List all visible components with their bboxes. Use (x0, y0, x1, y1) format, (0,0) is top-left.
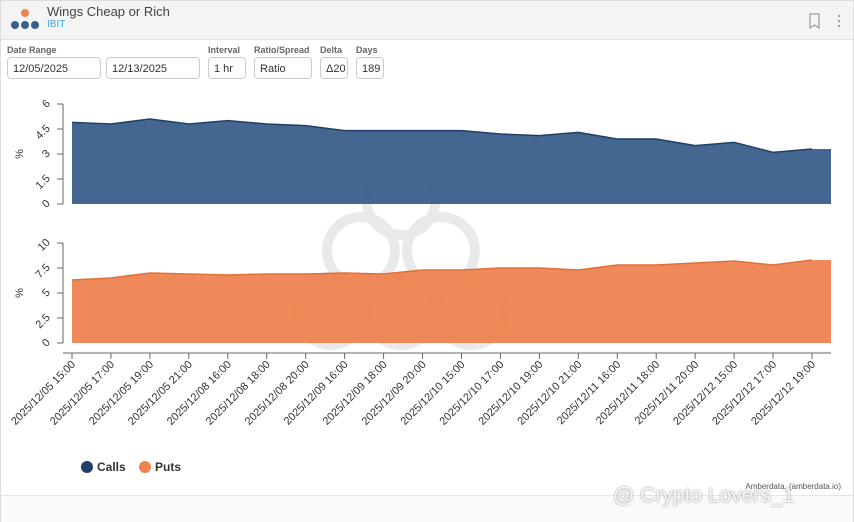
y-axis-title: % (14, 149, 26, 159)
area-fill (72, 260, 831, 343)
legend-swatch (139, 461, 151, 473)
filter-input[interactable]: Ratio (254, 57, 312, 79)
watermark: @ Crypto Lovers_1 (613, 484, 795, 507)
y-axis-title: % (14, 288, 26, 298)
y-tick-label: 4.5 (33, 123, 52, 142)
filter-input[interactable]: 189 (356, 57, 384, 79)
area-line (71, 259, 813, 281)
filter-label: Ratio/Spread (254, 45, 310, 55)
logo (11, 9, 39, 29)
filter-input[interactable]: Δ20 (320, 57, 348, 79)
filter-label: Interval (208, 45, 241, 55)
area-fill (72, 119, 831, 204)
y-tick-label: 2.5 (33, 312, 52, 331)
area-line (71, 118, 813, 154)
y-tick-label: 3 (40, 148, 53, 161)
widget-title: Wings Cheap or Rich (47, 4, 170, 19)
y-tick-label: 7.5 (33, 262, 52, 281)
y-tick-label: 5 (40, 287, 53, 300)
x-tick-label: 2025/12/05 15:00 (9, 359, 78, 428)
filter-label: Delta (320, 45, 343, 55)
filter-label: Days (356, 45, 378, 55)
y-tick-label: 0 (40, 337, 53, 350)
legend-label[interactable]: Puts (155, 460, 181, 474)
y-tick-label: 10 (36, 237, 53, 254)
y-tick-label: 1.5 (33, 173, 52, 192)
header-icons[interactable] (805, 11, 845, 31)
header: Wings Cheap or Rich IBIT (1, 1, 853, 40)
widget-subtitle: IBIT (47, 19, 66, 30)
y-tick-label: 6 (40, 98, 53, 111)
legend-swatch (81, 461, 93, 473)
filter-input[interactable]: 12/13/2025 (106, 57, 200, 79)
credit: Amberdata, (amberdata.io) (745, 482, 841, 491)
legend-label[interactable]: Calls (97, 460, 126, 474)
filter-input[interactable]: 1 hr (208, 57, 246, 79)
filter-label: Date Range (7, 45, 57, 55)
footer (1, 495, 853, 522)
filter-input[interactable]: 12/05/2025 (7, 57, 101, 79)
y-tick-label: 0 (40, 198, 53, 211)
